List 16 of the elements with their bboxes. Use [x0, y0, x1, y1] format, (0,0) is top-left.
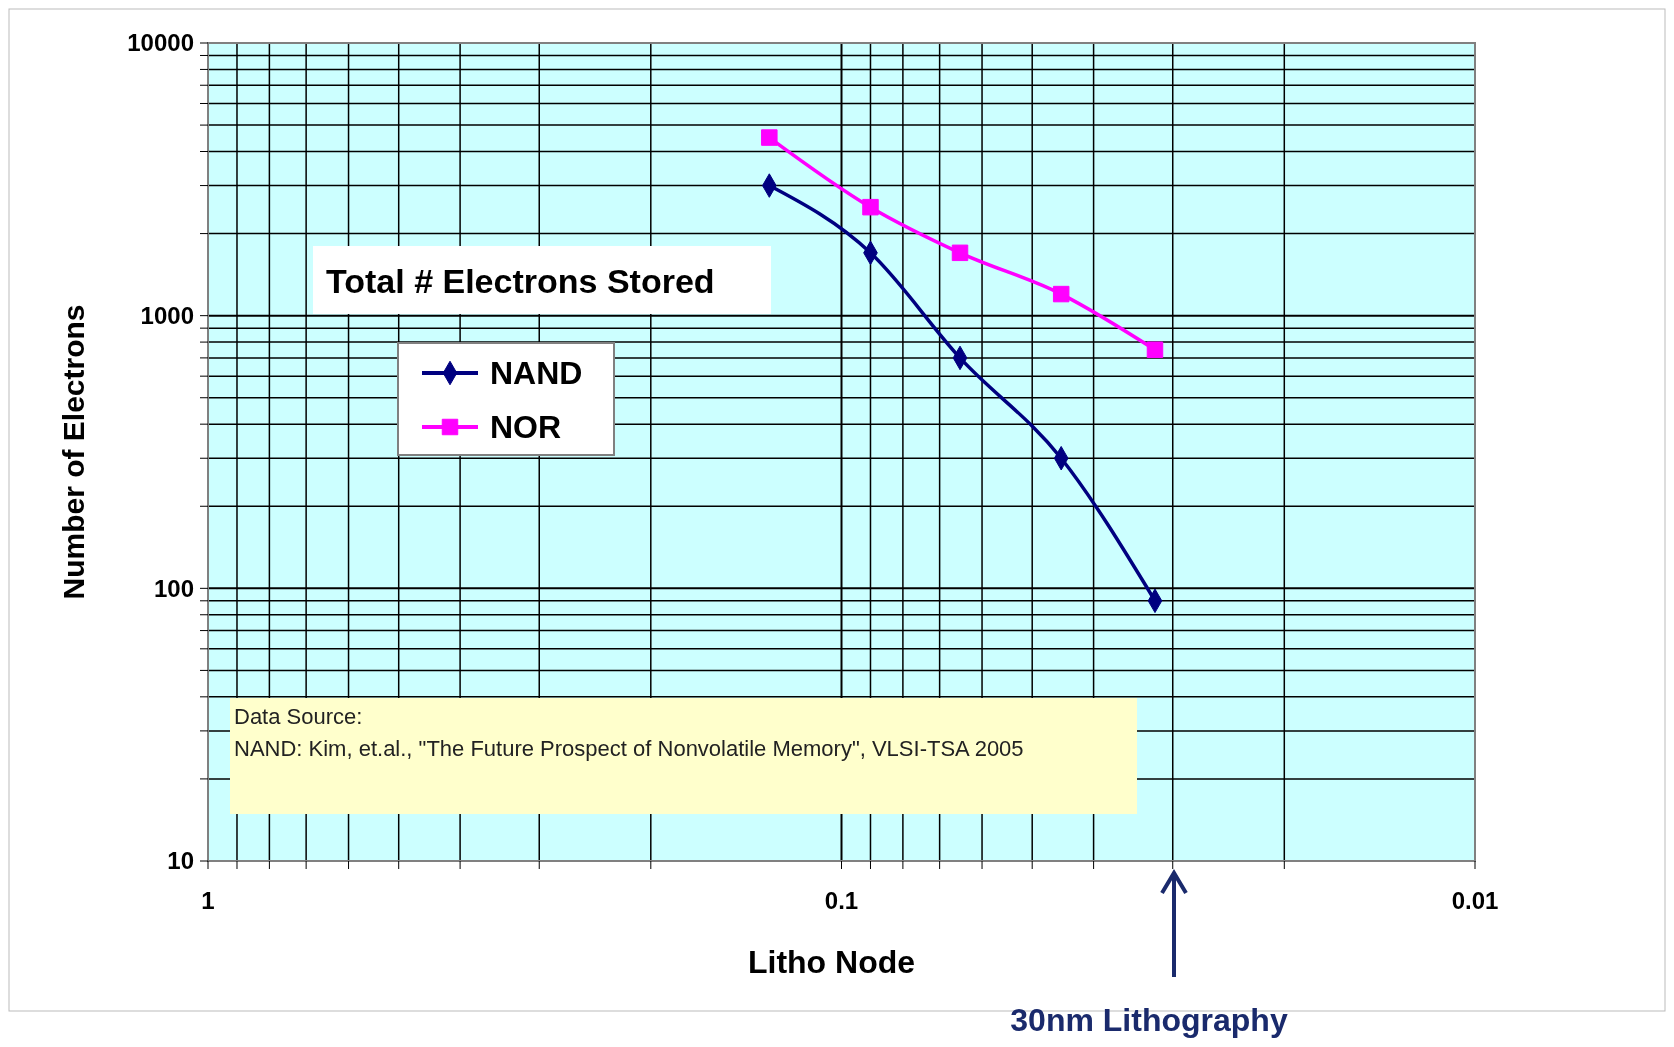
legend-label: NAND	[490, 355, 583, 392]
annotation: NAND: Kim, et.al., "The Future Prospect of Nonvolatile Memory", VLSI-TSA 2005	[234, 736, 1024, 761]
y-tick-label: 100	[153, 574, 194, 602]
y-tick-label: 1000	[140, 302, 194, 330]
note-box: Data Source: NAND: Kim, et.al., "The Future Prospect of Nonvolatile Memory", VLSI-TSA 2005	[230, 698, 1137, 814]
x-axis-title: Litho Node	[747, 944, 916, 980]
y-axis-title: Number of Electrons	[57, 304, 90, 600]
text: Total # Electrons Stored	[326, 262, 715, 300]
x-tick-label: 1	[201, 887, 215, 914]
text: 30nm Lithography	[1010, 1002, 1288, 1038]
legend-label: NOR	[490, 409, 562, 446]
x-tick-label: 0.01	[1451, 887, 1499, 914]
y-tick-label: 10000	[127, 29, 194, 57]
y-tick-label: 10	[167, 847, 194, 875]
x-tick-label: 0.1	[824, 887, 859, 914]
annotation: Data Source:	[234, 704, 363, 729]
